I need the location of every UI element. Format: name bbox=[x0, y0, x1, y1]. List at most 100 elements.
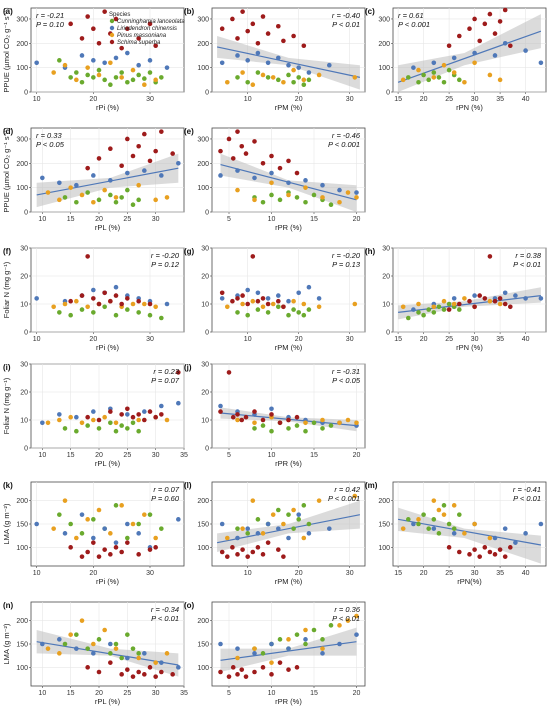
x-tick-label: 20 bbox=[353, 690, 361, 697]
data-point bbox=[159, 173, 164, 178]
plot-area bbox=[30, 7, 185, 93]
data-point bbox=[230, 414, 236, 420]
y-tick-label: 10 bbox=[20, 418, 28, 425]
panel-n: 10 15 20 25 30 35 100 150 200 (n) r = -0.34P < 0.0… bbox=[2, 601, 188, 706]
data-point bbox=[102, 547, 107, 552]
y-tick-label: 0 bbox=[24, 330, 28, 337]
data-point bbox=[281, 554, 286, 559]
y-axis-label: Foliar N (mg g⁻¹) bbox=[2, 377, 11, 434]
data-point bbox=[68, 21, 73, 27]
data-point bbox=[291, 67, 296, 73]
data-point bbox=[96, 72, 102, 78]
data-point bbox=[411, 521, 416, 527]
data-point bbox=[79, 554, 85, 559]
data-point bbox=[276, 298, 281, 304]
data-point bbox=[57, 180, 62, 186]
data-point bbox=[245, 28, 250, 34]
legend-entry: Liriodendron chinensis bbox=[117, 26, 177, 32]
data-point bbox=[269, 660, 274, 665]
x-tick-label: 20 bbox=[295, 570, 303, 577]
data-point bbox=[153, 77, 158, 83]
data-point bbox=[45, 646, 51, 651]
data-point bbox=[235, 535, 240, 541]
data-point bbox=[147, 665, 153, 670]
y-tick-label: 0 bbox=[24, 90, 28, 97]
data-point bbox=[245, 526, 250, 531]
data-point bbox=[218, 173, 223, 178]
y-axis-label: LMA (g m⁻²) bbox=[2, 623, 11, 665]
data-point bbox=[85, 414, 90, 420]
data-point bbox=[352, 493, 358, 499]
data-point bbox=[270, 512, 276, 517]
legend-entry: Schima superba bbox=[117, 40, 161, 46]
data-point bbox=[219, 296, 225, 301]
data-point bbox=[62, 62, 68, 68]
data-point bbox=[130, 521, 136, 527]
data-point bbox=[457, 33, 462, 39]
y-tick-label: 150 bbox=[197, 642, 209, 649]
data-point bbox=[286, 62, 291, 68]
data-point bbox=[68, 521, 73, 527]
data-point bbox=[487, 72, 493, 78]
data-point bbox=[294, 665, 300, 670]
data-point bbox=[108, 641, 113, 647]
data-point bbox=[130, 674, 136, 679]
data-point bbox=[446, 521, 452, 527]
data-point bbox=[502, 554, 508, 559]
y-tick-label: 200 bbox=[16, 161, 28, 168]
data-point bbox=[34, 60, 39, 66]
x-tick-label: 30 bbox=[146, 570, 154, 577]
data-point bbox=[277, 660, 283, 665]
data-point bbox=[159, 669, 164, 675]
data-point bbox=[538, 296, 544, 301]
y-tick-label: 0 bbox=[205, 330, 209, 337]
y-axis-label: PPUE (µmol CO₂ g⁻¹ s⁻¹) bbox=[2, 127, 11, 213]
data-point bbox=[79, 293, 85, 298]
data-point bbox=[277, 637, 283, 642]
data-point bbox=[119, 412, 124, 417]
data-point bbox=[102, 304, 107, 310]
data-point bbox=[125, 655, 130, 661]
y-tick-label: 0 bbox=[24, 210, 28, 217]
data-point bbox=[303, 420, 308, 426]
y-tick-label: 150 bbox=[16, 522, 28, 529]
data-point bbox=[96, 554, 102, 559]
x-tick-label: 10 bbox=[244, 570, 252, 577]
y-tick-label: 10 bbox=[201, 302, 209, 309]
data-point bbox=[153, 660, 158, 665]
x-axis-label: rPM (%) bbox=[275, 577, 303, 586]
data-point bbox=[85, 72, 90, 78]
x-tick-label: 20 bbox=[95, 452, 103, 459]
data-point bbox=[354, 420, 359, 426]
data-point bbox=[497, 19, 503, 24]
data-point bbox=[130, 202, 136, 207]
data-point bbox=[142, 512, 147, 517]
y-tick-label: 100 bbox=[197, 665, 209, 672]
data-point bbox=[136, 521, 141, 527]
y-tick-label: 100 bbox=[16, 665, 28, 672]
y-tick-label: 0 bbox=[386, 330, 390, 337]
data-point bbox=[250, 298, 256, 304]
plot-area bbox=[30, 247, 185, 333]
x-tick-label: 10 bbox=[268, 452, 276, 459]
y-tick-label: 100 bbox=[16, 65, 28, 72]
data-point bbox=[472, 16, 477, 22]
data-point bbox=[477, 554, 483, 559]
data-point bbox=[235, 187, 240, 193]
data-point bbox=[265, 310, 271, 315]
y-tick-label: 100 bbox=[197, 545, 209, 552]
data-point bbox=[102, 187, 107, 193]
x-tick-label: 20 bbox=[89, 570, 97, 577]
data-point bbox=[286, 312, 291, 318]
data-point bbox=[235, 646, 240, 651]
x-tick-label: 10 bbox=[268, 690, 276, 697]
data-point bbox=[68, 312, 73, 318]
data-point bbox=[85, 165, 90, 171]
x-tick-label: 15 bbox=[67, 216, 75, 223]
panel-label: (o) bbox=[184, 601, 195, 610]
data-point bbox=[265, 296, 271, 301]
